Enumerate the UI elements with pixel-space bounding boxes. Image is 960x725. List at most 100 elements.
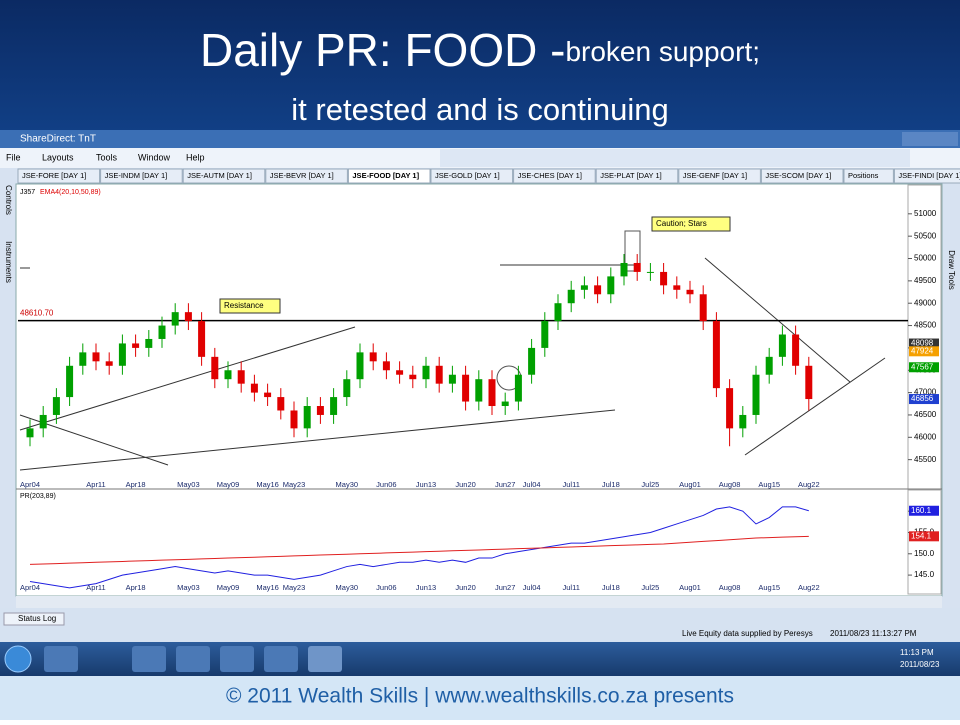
taskbar-app[interactable] (44, 646, 78, 672)
annotation-box (219, 298, 281, 314)
tab-label[interactable]: JSE-BEVR [DAY 1] (270, 171, 334, 180)
tab-label[interactable]: JSE-SCOM [DAY 1] (765, 171, 831, 180)
x-tick-label: Apr04 (20, 480, 40, 489)
title-main: Daily PR: FOOD - (200, 24, 565, 76)
candle-body (673, 285, 681, 290)
toolbar (440, 149, 910, 167)
candle-body (620, 262, 628, 277)
candle-body (158, 325, 166, 339)
candle-body (184, 312, 192, 322)
y-tick-label: 45500 (914, 455, 937, 464)
tab-label[interactable]: JSE-INDM [DAY 1] (105, 171, 168, 180)
value-tag-label: 160.1 (911, 506, 932, 515)
start-button[interactable] (4, 645, 32, 673)
tab[interactable] (760, 168, 844, 184)
candle-body (554, 303, 562, 322)
candle-body (277, 397, 285, 411)
x-tick-label: Jun06 (376, 480, 396, 489)
candle-body (369, 352, 377, 362)
x-tick-label: Jun13 (416, 583, 436, 592)
candle-body (792, 334, 800, 366)
tab[interactable] (100, 168, 183, 184)
candle-body (541, 321, 549, 348)
x-tick-label: Jul04 (523, 480, 541, 489)
tab-label[interactable]: JSE-PLAT [DAY 1] (600, 171, 662, 180)
price-tag-label: 48098 (911, 339, 934, 348)
taskbar-app[interactable] (220, 646, 254, 672)
x-tick-label: May03 (177, 480, 200, 489)
x-tick-label: Aug08 (719, 583, 741, 592)
annotation: Resistance (224, 301, 264, 310)
menu-item[interactable]: File (6, 152, 21, 162)
tab-label[interactable]: JSE-FOOD [DAY 1] (352, 171, 419, 180)
tab[interactable] (430, 168, 514, 184)
right-side-strip (942, 168, 960, 608)
x-tick-label: Aug01 (679, 583, 701, 592)
candle-body (264, 392, 272, 398)
tab[interactable] (182, 168, 266, 184)
title-line2: it retested and is continuing (291, 92, 668, 127)
candle-body (726, 388, 734, 429)
tab-label[interactable]: JSE-AUTM [DAY 1] (187, 171, 252, 180)
tab-label[interactable]: JSE-CHES [DAY 1] (518, 171, 582, 180)
candle-body (250, 383, 258, 393)
candle-body (396, 370, 404, 375)
candle-body (567, 289, 575, 304)
taskbar-app[interactable] (264, 646, 298, 672)
status-text: Live Equity data supplied by Peresys (682, 629, 813, 638)
tab[interactable] (893, 168, 960, 184)
tab-label[interactable]: JSE-GENF [DAY 1] (683, 171, 747, 180)
menu-item[interactable]: Layouts (42, 152, 74, 162)
menu-item[interactable]: Window (138, 152, 171, 162)
menu-item[interactable]: Tools (96, 152, 118, 162)
scrollbar[interactable] (16, 596, 942, 608)
candle-body (171, 312, 179, 326)
x-tick-label: Jul18 (602, 583, 620, 592)
indicator-label: EMA4(20,10,50,89) (40, 189, 101, 196)
status-tab[interactable]: Status Log (18, 614, 56, 623)
x-tick-label: Apr18 (126, 583, 146, 592)
taskbar-app[interactable] (308, 646, 342, 672)
symbol-label: J357 (20, 189, 35, 196)
candle-body (752, 374, 760, 415)
window-controls[interactable] (902, 132, 958, 146)
x-tick-label: May09 (217, 480, 240, 489)
x-tick-label: May16 (256, 480, 279, 489)
tab[interactable] (17, 168, 101, 184)
tab[interactable] (265, 168, 348, 184)
tab-label[interactable]: Positions (848, 171, 879, 180)
candle-body (448, 374, 456, 384)
taskbar-app[interactable] (176, 646, 210, 672)
side-tab[interactable]: Instruments (4, 241, 13, 283)
x-tick-label: Jun20 (455, 480, 475, 489)
side-tab[interactable]: Draw Tools (947, 250, 956, 289)
tab[interactable] (678, 168, 761, 184)
slide-title: Daily PR: FOOD -broken support; (200, 24, 760, 76)
x-tick-label: Jun13 (416, 480, 436, 489)
tab[interactable] (843, 168, 894, 184)
side-tab[interactable]: Controls (4, 185, 13, 215)
x-tick-label: Apr11 (86, 583, 105, 592)
candle-body (462, 374, 470, 402)
x-tick-label: Jun06 (376, 583, 396, 592)
resistance-label: 48610.70 (20, 309, 54, 318)
tab[interactable] (347, 168, 431, 184)
candle-body (633, 262, 641, 272)
status-tab-bg[interactable] (3, 612, 65, 626)
x-tick-label: Aug01 (679, 480, 701, 489)
menu-item[interactable]: Help (186, 152, 205, 162)
tab-label[interactable]: JSE-FINDI [DAY 1] (898, 171, 960, 180)
tab[interactable] (513, 168, 596, 184)
candle-body (39, 414, 47, 429)
left-side-strip (0, 168, 16, 608)
candle-body (660, 271, 668, 286)
taskbar-app[interactable] (132, 646, 166, 672)
price-tag-label: 47567 (911, 362, 934, 371)
tab[interactable] (595, 168, 679, 184)
trend-line (19, 409, 616, 471)
x-tick-label: Aug08 (719, 480, 741, 489)
tab-label[interactable]: JSE-FORE [DAY 1] (22, 171, 86, 180)
tab-label[interactable]: JSE-GOLD [DAY 1] (435, 171, 500, 180)
candle-body (409, 374, 417, 380)
